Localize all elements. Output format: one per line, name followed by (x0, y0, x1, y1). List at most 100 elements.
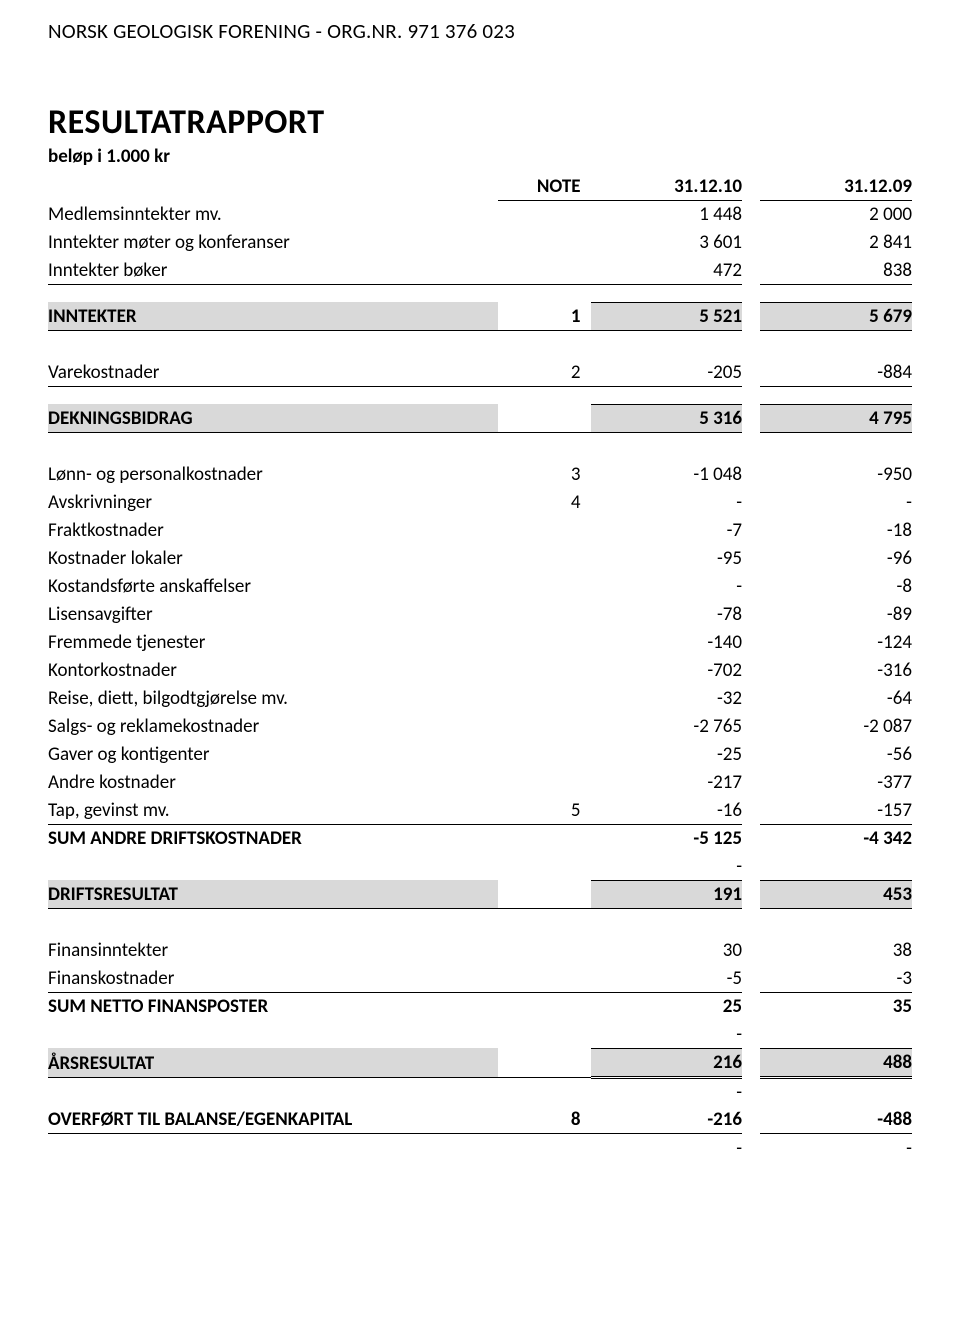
row-note (498, 684, 590, 712)
row-v2: 5 679 (760, 302, 912, 330)
table-row: Avskrivninger 4 - - (48, 488, 912, 516)
row-v2: -8 (760, 572, 912, 600)
row-v2: 488 (760, 1048, 912, 1077)
row-label: Reise, diett, bilgodtgjørelse mv. (48, 684, 498, 712)
table-row: Kostnader lokaler -95 -96 (48, 544, 912, 572)
table-row: Finansinntekter 30 38 (48, 936, 912, 964)
result-table: NOTE 31.12.10 31.12.09 Medlemsinntekter … (48, 172, 912, 1162)
row-v1: -1 048 (591, 460, 743, 488)
row-v2: 838 (760, 256, 912, 284)
row-v2: -4 342 (760, 824, 912, 852)
row-v1: -25 (591, 740, 743, 768)
table-row: Lisensavgifter -78 -89 (48, 600, 912, 628)
row-v1: 30 (591, 936, 743, 964)
row-note (498, 200, 590, 228)
dash-row: - - (48, 1134, 912, 1162)
row-label: Lønn- og personalkostnader (48, 460, 498, 488)
row-v2: 2 000 (760, 200, 912, 228)
row-label: Fremmede tjenester (48, 628, 498, 656)
row-v1: 5 521 (591, 302, 743, 330)
row-v2: -89 (760, 600, 912, 628)
row-note (498, 768, 590, 796)
dash-cell: - (591, 1077, 743, 1106)
table-row: Varekostnader 2 -205 -884 (48, 358, 912, 386)
row-v2: -96 (760, 544, 912, 572)
table-row-total: INNTEKTER 1 5 521 5 679 (48, 302, 912, 330)
row-v1: 25 (591, 992, 743, 1020)
row-label: Avskrivninger (48, 488, 498, 516)
row-v2: -950 (760, 460, 912, 488)
row-v1: - (591, 572, 743, 600)
row-v2: 35 (760, 992, 912, 1020)
table-row: Reise, diett, bilgodtgjørelse mv. -32 -6… (48, 684, 912, 712)
row-note (498, 516, 590, 544)
row-v2: 453 (760, 880, 912, 908)
row-v1: -140 (591, 628, 743, 656)
row-label: Kostnader lokaler (48, 544, 498, 572)
row-v1: 191 (591, 880, 743, 908)
row-v2: -3 (760, 964, 912, 992)
row-note (498, 544, 590, 572)
col-header-2: 31.12.09 (760, 172, 912, 200)
row-v2: -64 (760, 684, 912, 712)
report-subtitle: beløp i 1.000 kr (48, 145, 912, 168)
row-v1: -16 (591, 796, 743, 824)
row-label: Kostandsførte anskaffelser (48, 572, 498, 600)
row-label: Kontorkostnader (48, 656, 498, 684)
row-v1: -702 (591, 656, 743, 684)
dash-cell: - (591, 1020, 743, 1048)
dash-row: - (48, 852, 912, 880)
row-v2: -488 (760, 1106, 912, 1134)
row-note (498, 404, 590, 432)
row-v1: -78 (591, 600, 743, 628)
table-row: Fremmede tjenester -140 -124 (48, 628, 912, 656)
table-row-total: SUM NETTO FINANSPOSTER 25 35 (48, 992, 912, 1020)
column-header-row: NOTE 31.12.10 31.12.09 (48, 172, 912, 200)
row-v2: -56 (760, 740, 912, 768)
table-row: Kostandsførte anskaffelser - -8 (48, 572, 912, 600)
row-label: DRIFTSRESULTAT (48, 880, 498, 908)
row-note (498, 228, 590, 256)
table-row: Tap, gevinst mv. 5 -16 -157 (48, 796, 912, 824)
row-v1: -7 (591, 516, 743, 544)
row-label: Finanskostnader (48, 964, 498, 992)
row-label: Medlemsinntekter mv. (48, 200, 498, 228)
row-note: 4 (498, 488, 590, 516)
row-v2: -157 (760, 796, 912, 824)
table-row: Andre kostnader -217 -377 (48, 768, 912, 796)
row-v1: - (591, 488, 743, 516)
row-note (498, 628, 590, 656)
row-v2: -124 (760, 628, 912, 656)
table-row: Finanskostnader -5 -3 (48, 964, 912, 992)
row-v1: -5 125 (591, 824, 743, 852)
row-label: Andre kostnader (48, 768, 498, 796)
row-v2: -377 (760, 768, 912, 796)
dash-cell: - (591, 1134, 743, 1162)
table-row-total: DRIFTSRESULTAT 191 453 (48, 880, 912, 908)
row-note (498, 992, 590, 1020)
row-note (498, 656, 590, 684)
row-v1: -5 (591, 964, 743, 992)
row-label: Tap, gevinst mv. (48, 796, 498, 824)
row-note (498, 1048, 590, 1077)
row-note: 3 (498, 460, 590, 488)
table-row: Gaver og kontigenter -25 -56 (48, 740, 912, 768)
row-v1: -95 (591, 544, 743, 572)
table-row-total: OVERFØRT TIL BALANSE/EGENKAPITAL 8 -216 … (48, 1106, 912, 1134)
row-v2: 4 795 (760, 404, 912, 432)
row-note (498, 964, 590, 992)
row-v2: 2 841 (760, 228, 912, 256)
dash-cell: - (760, 1134, 912, 1162)
row-note (498, 740, 590, 768)
row-label: ÅRSRESULTAT (48, 1048, 498, 1077)
row-note (498, 824, 590, 852)
row-v1: -205 (591, 358, 743, 386)
table-row: Fraktkostnader -7 -18 (48, 516, 912, 544)
row-note: 8 (498, 1106, 590, 1134)
org-header: NORSK GEOLOGISK FORENING - ORG.NR. 971 3… (48, 18, 912, 44)
row-label: Varekostnader (48, 358, 498, 386)
row-v2: -884 (760, 358, 912, 386)
row-note (498, 936, 590, 964)
col-header-1: 31.12.10 (591, 172, 743, 200)
row-label: SUM NETTO FINANSPOSTER (48, 992, 498, 1020)
